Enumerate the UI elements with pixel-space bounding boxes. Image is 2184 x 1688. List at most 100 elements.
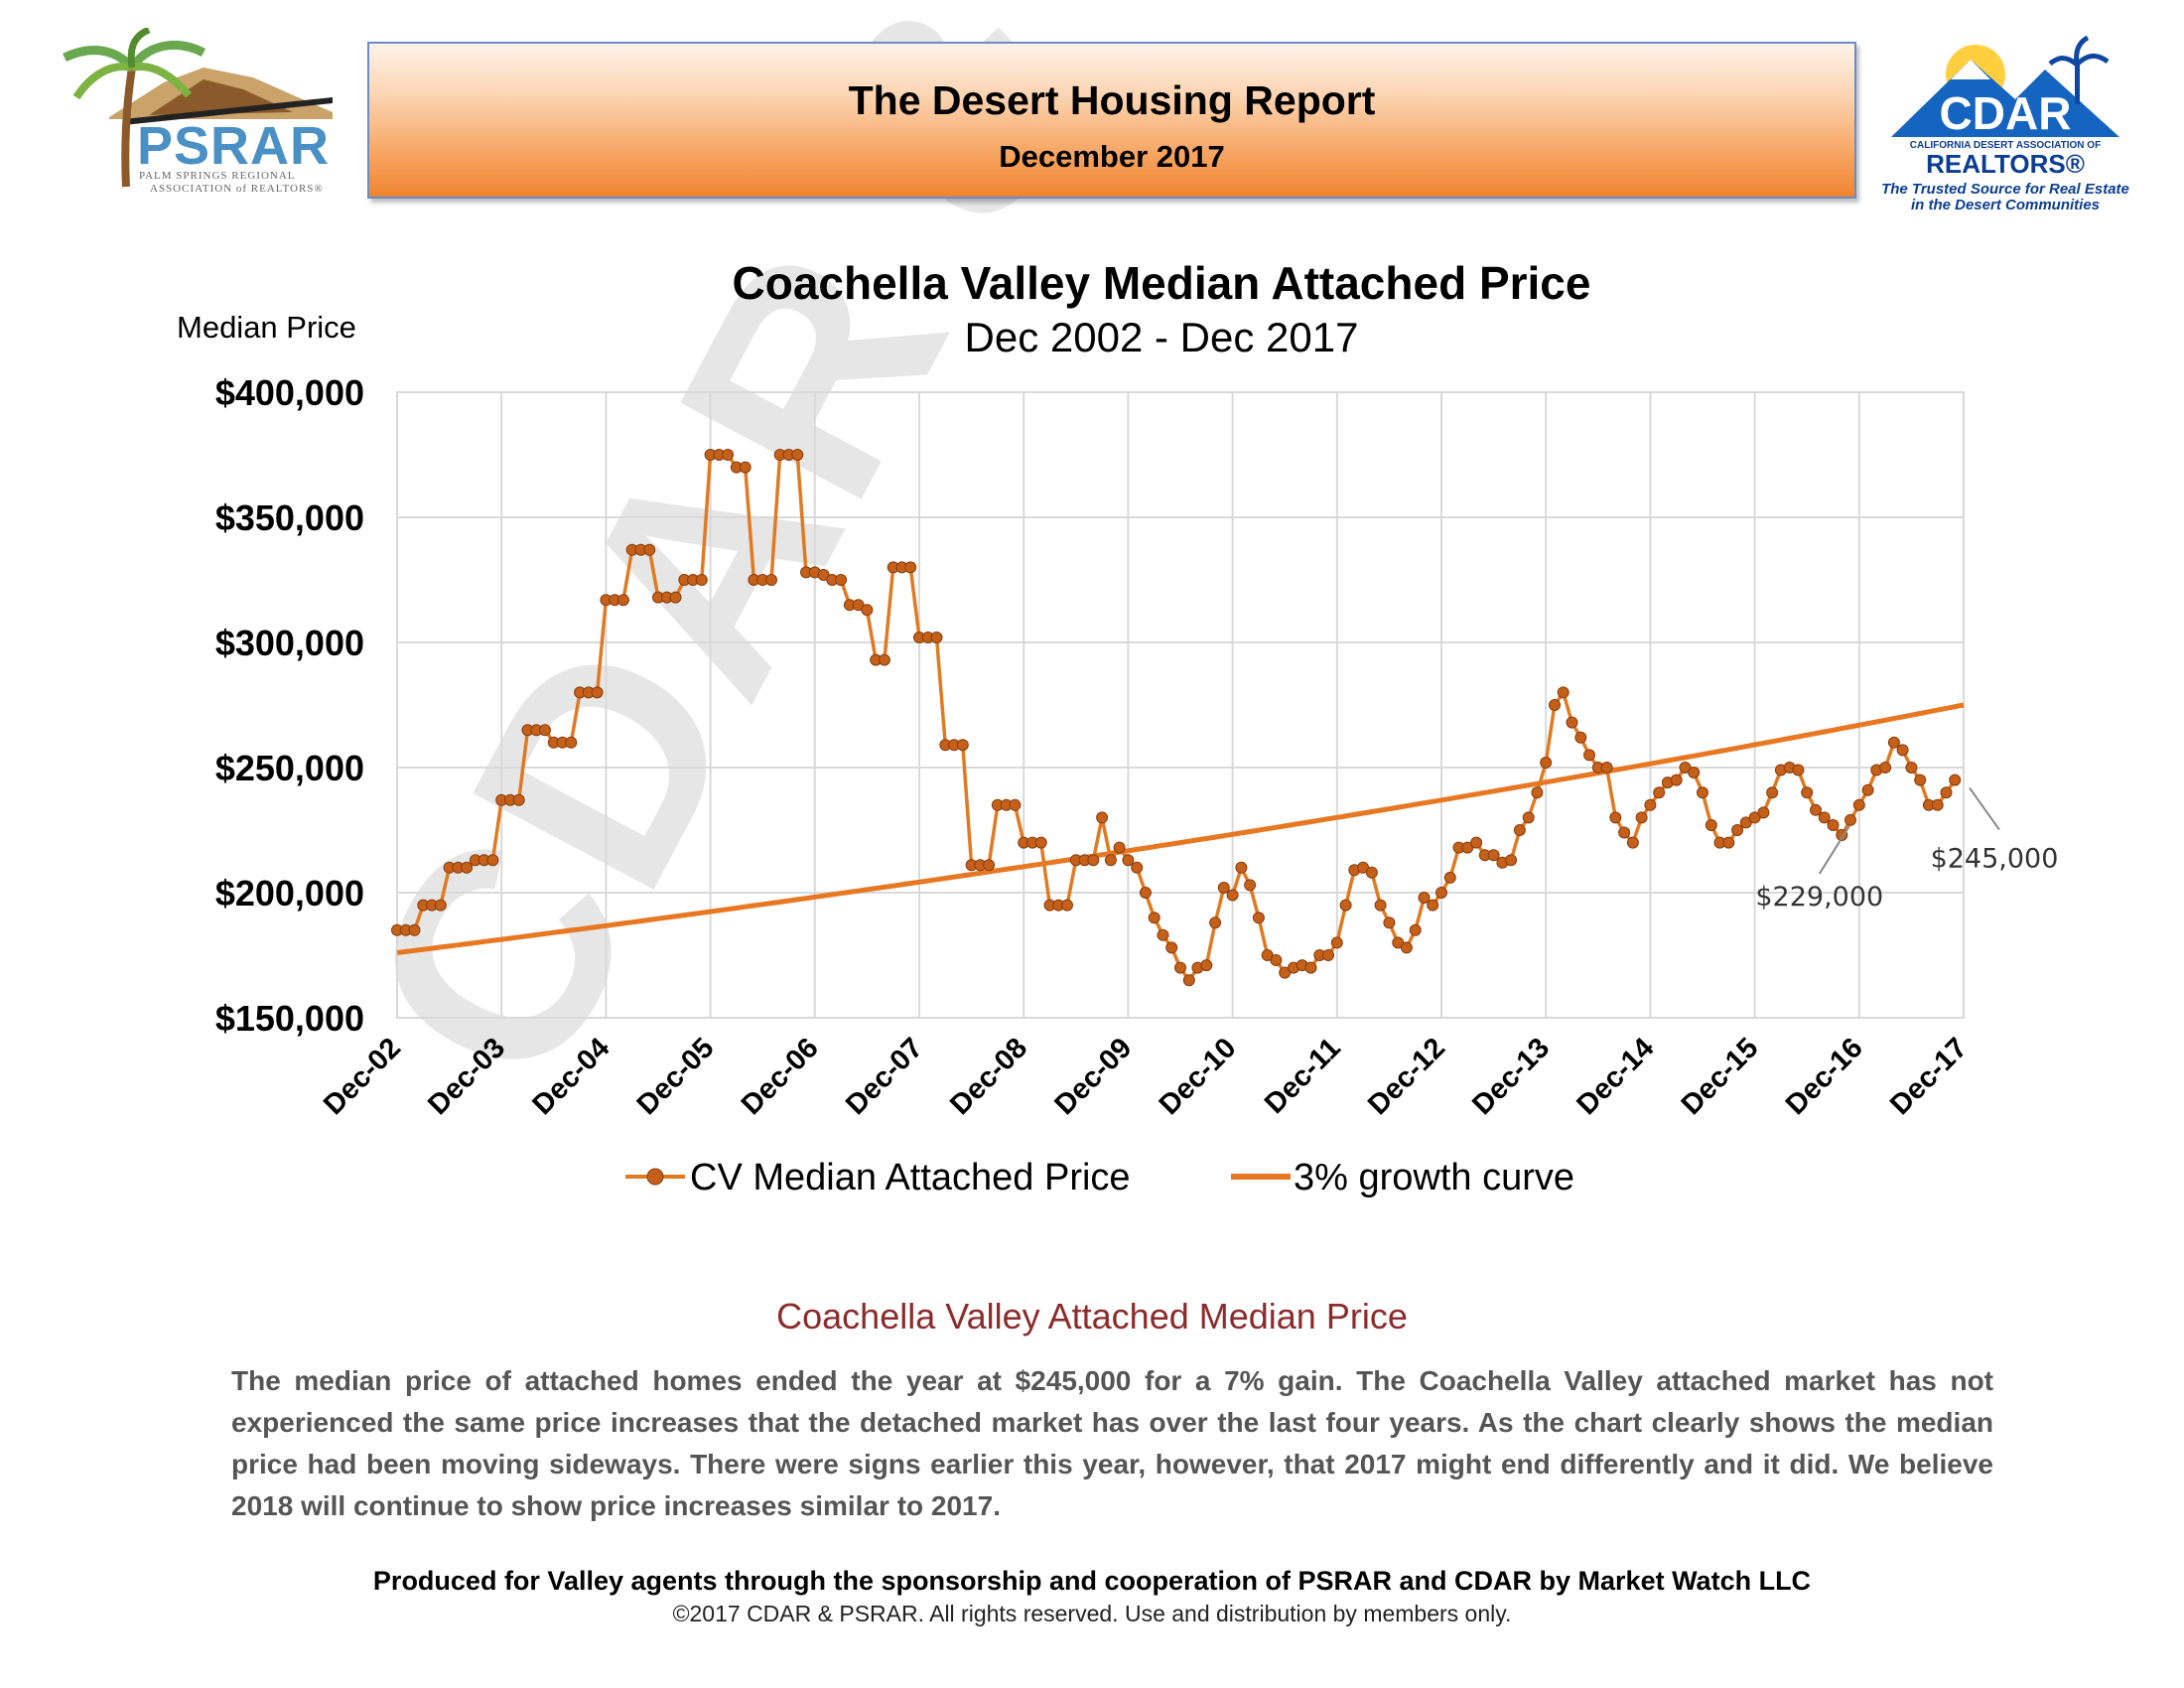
cdar-logo-text: CDAR bbox=[1940, 87, 2072, 139]
median-price-point bbox=[1600, 762, 1613, 774]
median-price-point bbox=[1731, 824, 1744, 836]
median-price-point bbox=[1522, 811, 1535, 824]
y-tick-label: $250,000 bbox=[215, 748, 364, 788]
median-price-point bbox=[1905, 762, 1918, 774]
median-price-point bbox=[1757, 806, 1770, 819]
x-axis-ticks: Dec-02 Dec-03 Dec-04 Dec-05 Dec-06 Dec-07 Dec-… bbox=[318, 1032, 1974, 1121]
median-price-point bbox=[1061, 899, 1073, 912]
median-price-point bbox=[1844, 813, 1856, 826]
growth-curve-line bbox=[396, 702, 1965, 955]
x-tick-label: Dec-12 bbox=[1362, 1032, 1451, 1121]
median-price-point bbox=[1618, 826, 1631, 839]
median-price-point bbox=[1330, 936, 1343, 949]
x-tick-label: Dec-11 bbox=[1259, 1032, 1347, 1120]
median-price-point bbox=[1688, 767, 1701, 778]
median-price-point bbox=[1409, 923, 1422, 936]
chart-subtitle: Dec 2002 - Dec 2017 bbox=[964, 314, 1359, 360]
median-price-point bbox=[765, 574, 777, 586]
median-price-point bbox=[1810, 803, 1822, 816]
median-price-point bbox=[1766, 786, 1779, 799]
chart-legend: CV Median Attached Price 3% growth curve bbox=[625, 1157, 1574, 1198]
median-price-point bbox=[1235, 861, 1248, 874]
x-tick-label: Dec-16 bbox=[1780, 1032, 1869, 1121]
x-tick-label: Dec-03 bbox=[422, 1032, 511, 1121]
median-price-point bbox=[722, 449, 735, 461]
median-price-point bbox=[1339, 899, 1352, 912]
median-price-point bbox=[669, 591, 682, 604]
median-price-point bbox=[1104, 854, 1117, 867]
median-price-point bbox=[1705, 819, 1717, 831]
median-price-point bbox=[1531, 786, 1544, 799]
median-price-point bbox=[643, 543, 656, 556]
median-price-point bbox=[539, 724, 551, 737]
median-price-point bbox=[565, 736, 578, 749]
legend-label-growth: 3% growth curve bbox=[1294, 1157, 1574, 1198]
median-price-point bbox=[1034, 836, 1047, 849]
x-tick-label: Dec-17 bbox=[1884, 1032, 1974, 1121]
cdar-logo: CDAR bbox=[1891, 30, 2119, 141]
median-price-point bbox=[1374, 899, 1387, 912]
median-price-point bbox=[878, 653, 890, 666]
x-tick-label: Dec-04 bbox=[526, 1032, 615, 1121]
median-price-point bbox=[408, 923, 421, 936]
legend-label-median: CV Median Attached Price bbox=[690, 1157, 1131, 1198]
median-price-point bbox=[434, 899, 447, 912]
median-price-point bbox=[1383, 916, 1396, 929]
median-price-point bbox=[1322, 949, 1334, 961]
annotation-leader bbox=[1969, 787, 2000, 831]
median-price-point bbox=[461, 861, 474, 874]
y-tick-label: $300,000 bbox=[215, 623, 364, 663]
x-tick-label: Dec-09 bbox=[1048, 1032, 1138, 1121]
median-price-point bbox=[1365, 866, 1378, 879]
median-price-point bbox=[1697, 786, 1708, 799]
median-price-point bbox=[1896, 744, 1909, 757]
legend-marker-median bbox=[646, 1168, 664, 1186]
median-price-point bbox=[1087, 854, 1100, 867]
y-tick-label: $200,000 bbox=[215, 873, 364, 914]
median-price-point bbox=[791, 449, 804, 461]
psrar-tagline: ASSOCIATION of REALTORS® bbox=[150, 183, 324, 195]
median-price-point bbox=[591, 686, 604, 699]
report-date: December 2017 bbox=[999, 139, 1225, 174]
median-price-point bbox=[1096, 811, 1109, 824]
median-price-point bbox=[486, 854, 499, 867]
y-tick-label: $400,000 bbox=[215, 372, 364, 413]
median-price-point bbox=[1304, 961, 1317, 974]
median-price-point bbox=[1566, 716, 1578, 729]
palm-tree-icon bbox=[63, 26, 333, 188]
x-tick-label: Dec-02 bbox=[318, 1032, 407, 1121]
median-price-point bbox=[1209, 916, 1222, 929]
median-price-point bbox=[861, 604, 874, 617]
median-price-point bbox=[1009, 798, 1022, 811]
median-price-point bbox=[1827, 819, 1840, 831]
median-price-point bbox=[1644, 798, 1657, 811]
median-price-point bbox=[1470, 836, 1483, 849]
median-price-point bbox=[1653, 786, 1666, 799]
chart-series bbox=[391, 449, 1965, 987]
median-price-point bbox=[1487, 849, 1500, 862]
median-price-point bbox=[1244, 879, 1257, 892]
cdar-realtors: REALTORS® bbox=[1926, 149, 2085, 179]
line-chart: $150,000 $200,000 $250,000 $300,000 $350,000… bbox=[215, 372, 2059, 1198]
median-price-point bbox=[930, 632, 943, 643]
median-price-point bbox=[904, 561, 917, 574]
median-price-point bbox=[1626, 836, 1639, 849]
median-price-point bbox=[1949, 774, 1962, 786]
commentary-text: The median price of attached homes ended… bbox=[231, 1365, 1993, 1521]
median-price-point bbox=[1931, 798, 1944, 811]
median-price-point bbox=[695, 574, 708, 586]
annotation-label: $229,000 bbox=[1755, 882, 1883, 913]
x-tick-label: Dec-13 bbox=[1466, 1032, 1556, 1121]
chart-title: Coachella Valley Median Attached Price bbox=[732, 257, 1591, 309]
median-price-point bbox=[1818, 811, 1831, 824]
median-price-point bbox=[1113, 841, 1126, 854]
median-price-point bbox=[1252, 912, 1265, 924]
y-tick-label: $350,000 bbox=[215, 497, 364, 538]
x-tick-label: Dec-05 bbox=[631, 1032, 721, 1121]
median-price-point bbox=[1722, 836, 1735, 849]
median-price-point bbox=[512, 793, 525, 806]
median-price-point bbox=[1443, 871, 1456, 884]
median-price-point bbox=[1122, 854, 1135, 867]
median-price-point bbox=[1200, 959, 1213, 972]
median-price-point bbox=[1792, 764, 1805, 776]
